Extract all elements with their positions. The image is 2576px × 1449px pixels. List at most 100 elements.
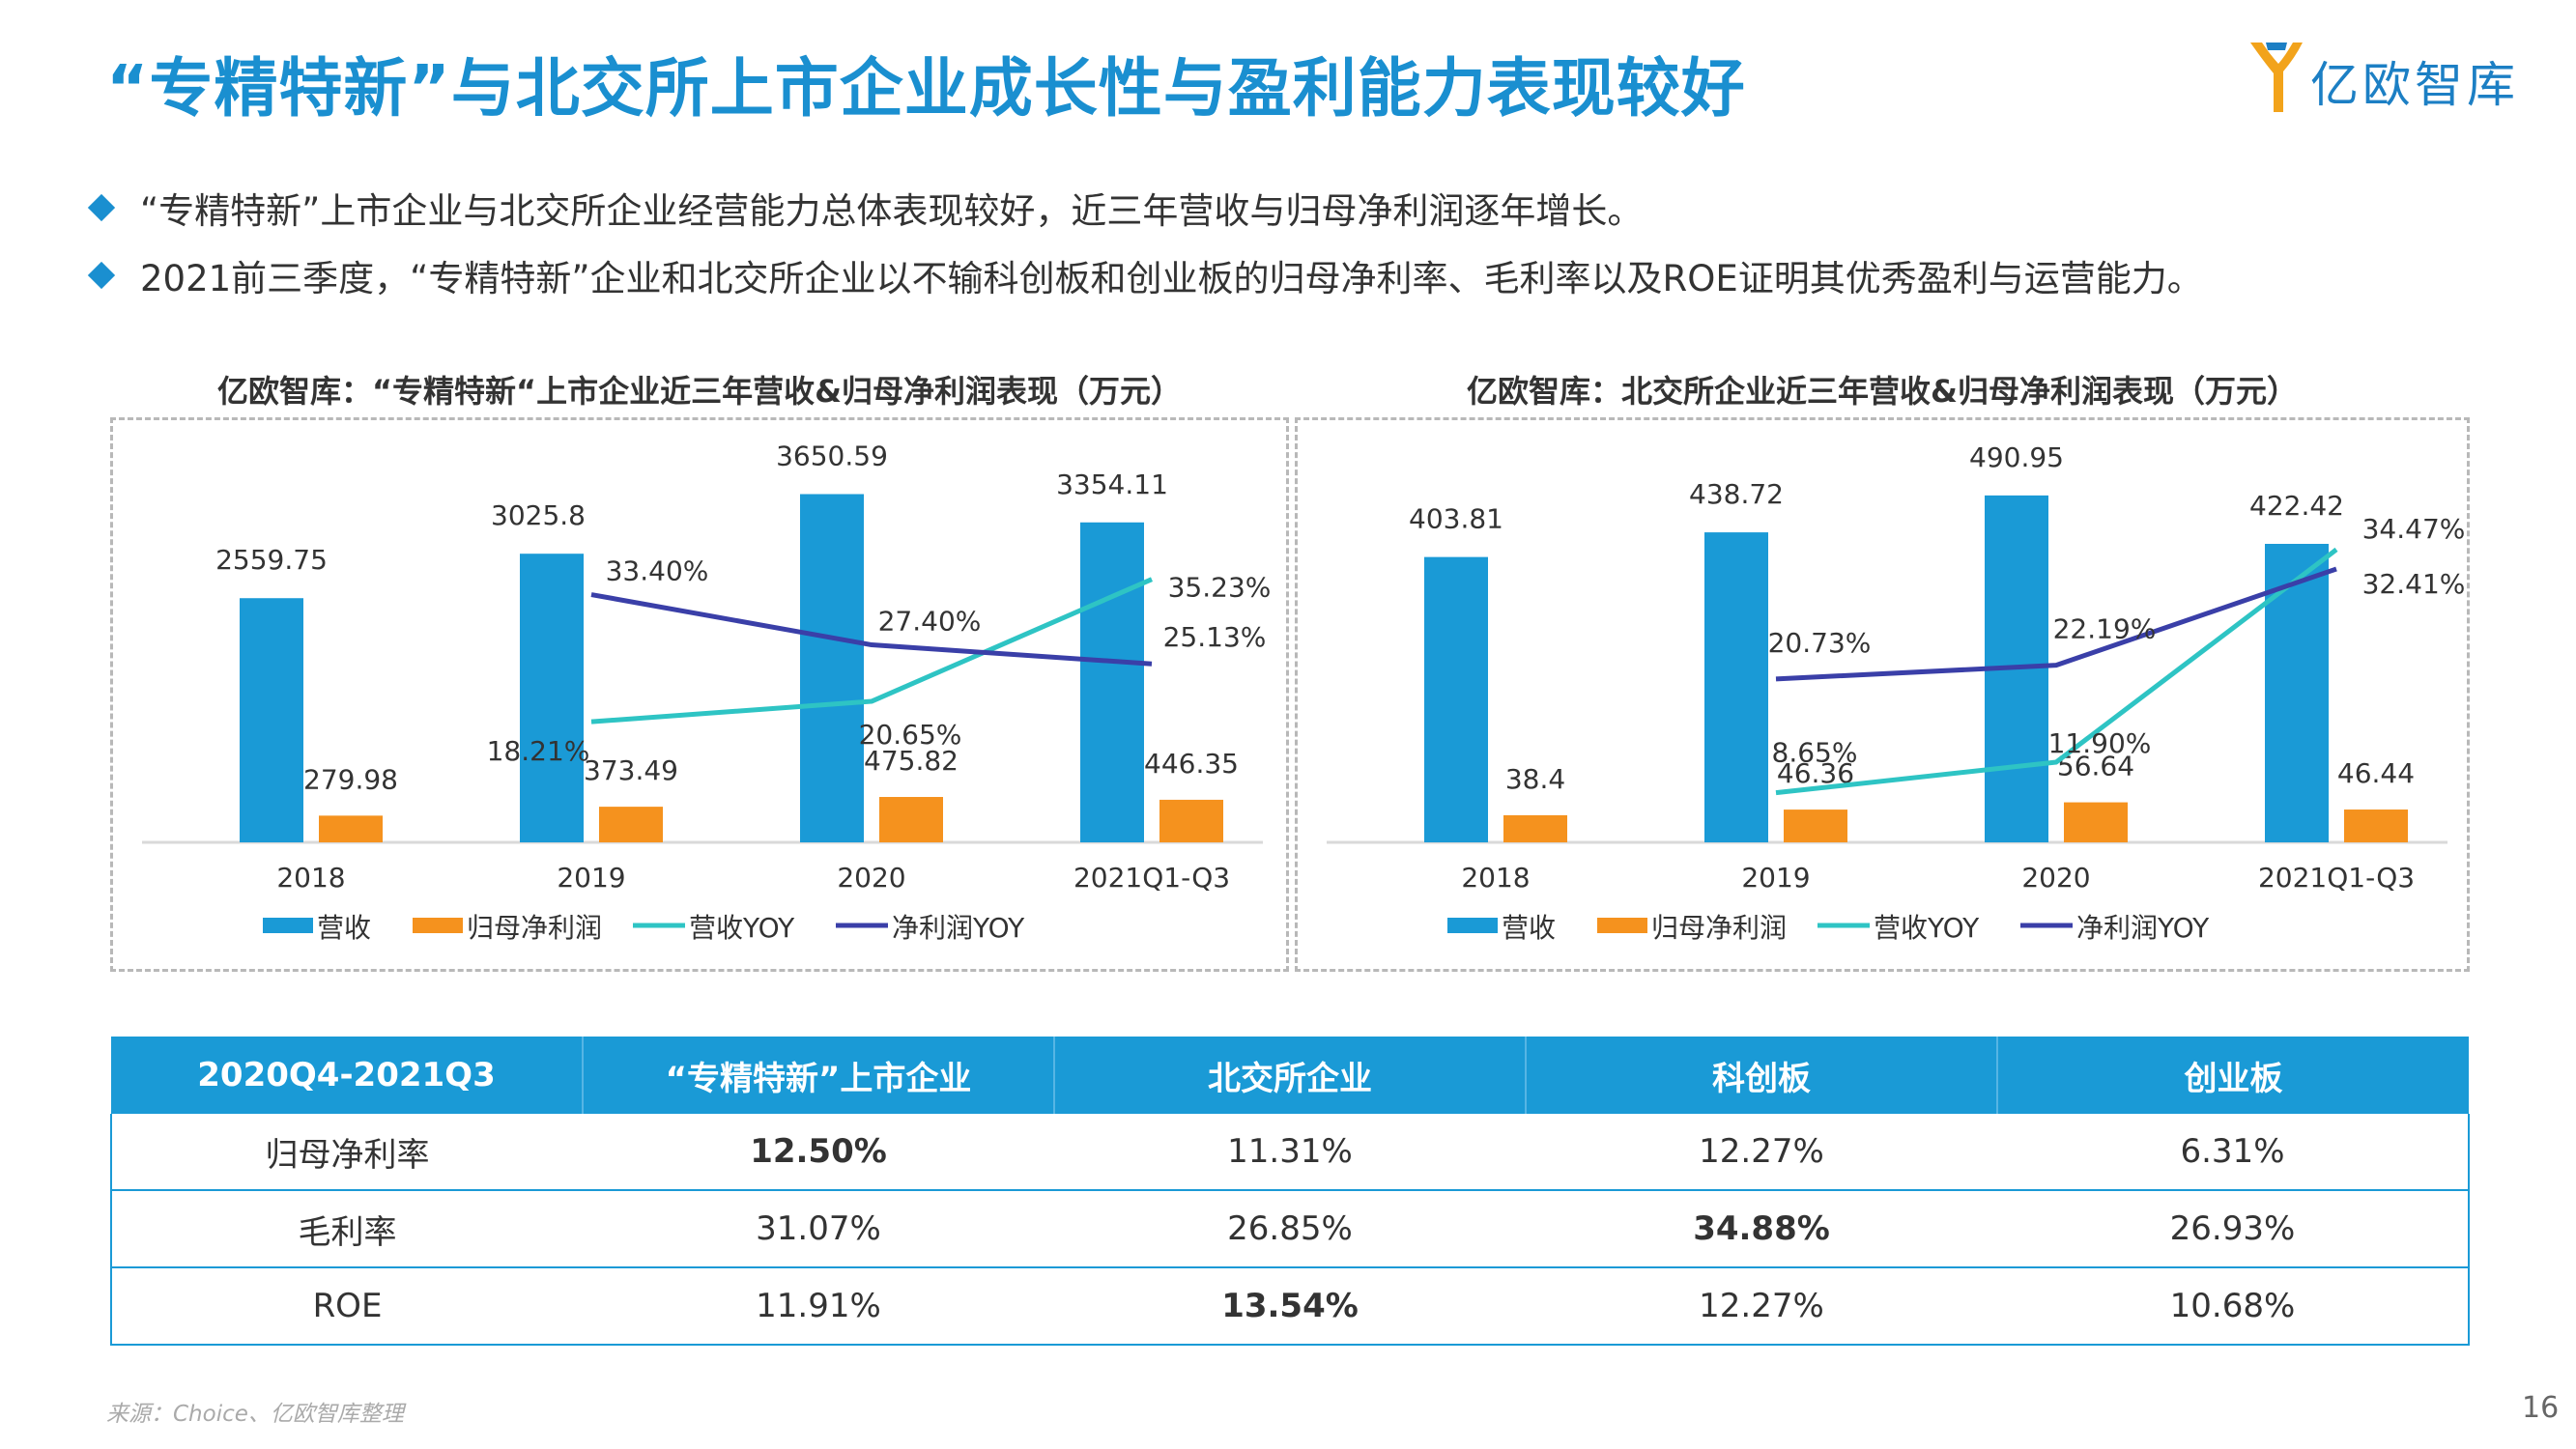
legend-revenue-yoy-label: 营收YOY: [689, 912, 795, 944]
table-header-bse: 北交所企业: [1054, 1037, 1527, 1114]
table-row: ROE 11.91% 13.54% 12.27% 10.68%: [110, 1267, 2470, 1346]
revenue-bar: [1704, 532, 1768, 842]
table-cell: 34.88%: [1526, 1190, 1997, 1268]
revenue-data-label: 2559.75: [215, 544, 328, 576]
legend-profit-label: 归母净利润: [467, 912, 602, 944]
legend-profit-yoy-label: 净利润YOY: [892, 912, 1025, 944]
table-cell: 11.91%: [583, 1267, 1054, 1346]
profit-yoy-line-data-label: 22.19%: [2053, 613, 2157, 645]
legend-revenue-yoy-label: 营收YOY: [1874, 912, 1980, 944]
table-cell: ROE: [110, 1267, 583, 1346]
revenue-bar: [520, 554, 584, 842]
profit-yoy-line-data-label: 25.13%: [1163, 621, 1267, 653]
bullet-text: “专精特新”上市企业与北交所企业经营能力总体表现较好，近三年营收与归母净利润逐年…: [140, 190, 1644, 232]
chart-left: 2559.75 279.98 2018 3025.8 373.49 2019 3650.59…: [110, 417, 1289, 972]
page-title: “专精特新”与北交所上市企业成长性与盈利能力表现较好: [106, 51, 1746, 126]
revenue-bar: [800, 494, 864, 842]
table-row: 毛利率 31.07% 26.85% 34.88% 26.93%: [110, 1190, 2470, 1268]
bullet-item: “专精特新”上市企业与北交所企业经营能力总体表现较好，近三年营收与归母净利润逐年…: [82, 174, 2203, 242]
revenue-data-label: 422.42: [2249, 490, 2344, 522]
x-tick-label: 2018: [276, 862, 345, 894]
page-number: 16: [2522, 1391, 2560, 1425]
revenue-yoy-line-data-label: 8.65%: [1772, 737, 1858, 769]
table-cell: 31.07%: [583, 1190, 1054, 1268]
table-header-period: 2020Q4-2021Q3: [111, 1037, 584, 1114]
legend-revenue-swatch: [1447, 918, 1498, 933]
legend-revenue-label: 营收: [317, 912, 371, 944]
revenue-yoy-line-data-label: 20.65%: [859, 719, 962, 751]
revenue-yoy-line-data-label: 11.90%: [2048, 727, 2152, 759]
revenue-data-label: 3650.59: [776, 440, 888, 472]
comparison-table: 2020Q4-2021Q3 “专精特新”上市企业 北交所企业 科创板 创业板 归…: [110, 1037, 2470, 1346]
profit-yoy-line: [590, 592, 1153, 667]
table-cell: 26.93%: [1997, 1190, 2470, 1268]
table-cell: 6.31%: [1997, 1114, 2470, 1191]
profit-bar: [1159, 799, 1223, 842]
profit-data-label: 38.4: [1505, 763, 1565, 795]
x-tick-label: 2020: [2021, 862, 2090, 894]
chart-right-svg: 403.8138.42018438.7246.362019490.9556.64…: [1327, 441, 2466, 944]
table-header-chinext: 创业板: [1997, 1037, 2469, 1114]
profit-data-label: 446.35: [1144, 748, 1239, 780]
revenue-yoy-line: [1775, 547, 2338, 796]
revenue-data-label: 490.95: [1969, 441, 2064, 473]
profit-bar: [879, 797, 943, 842]
revenue-data-label: 403.81: [1409, 503, 1503, 535]
profit-bar: [2344, 810, 2408, 842]
legend-profit-swatch: [1597, 918, 1647, 933]
profit-yoy-line-data-label: 20.73%: [1768, 627, 1872, 659]
profit-yoy-line-data-label: 32.41%: [2362, 568, 2466, 600]
chart-title-right: 亿欧智库：北交所企业近三年营收&归母净利润表现（万元）: [1467, 373, 2298, 410]
table-header-specialized: “专精特新”上市企业: [583, 1037, 1055, 1114]
table-cell: 13.54%: [1054, 1267, 1526, 1346]
x-tick-label: 2019: [557, 862, 625, 894]
table-cell: 12.50%: [583, 1114, 1054, 1191]
profit-bar: [2064, 802, 2128, 842]
diamond-bullet-icon: [87, 261, 116, 290]
revenue-data-label: 438.72: [1689, 478, 1784, 510]
table-cell: 12.27%: [1526, 1267, 1997, 1346]
logo-text: 亿欧智库: [2310, 57, 2519, 113]
revenue-data-label: 3025.8: [491, 499, 586, 531]
bullet-list: “专精特新”上市企业与北交所企业经营能力总体表现较好，近三年营收与归母净利润逐年…: [82, 174, 2203, 309]
source-note: 来源：Choice、亿欧智库整理: [106, 1402, 404, 1427]
chart-title-left: 亿欧智库：“专精特新“上市企业近三年营收&归母净利润表现（万元）: [217, 373, 1182, 410]
legend-profit-swatch: [413, 918, 463, 933]
revenue-yoy-line-data-label: 35.23%: [1168, 572, 1272, 604]
table-header-star: 科创板: [1526, 1037, 1998, 1114]
table-cell: 10.68%: [1997, 1267, 2470, 1346]
profit-data-label: 56.64: [2057, 751, 2134, 782]
revenue-yoy-line-data-label: 18.21%: [487, 735, 590, 767]
revenue-yoy-line: [590, 577, 1153, 724]
profit-bar: [1784, 810, 1847, 842]
x-tick-label: 2020: [837, 862, 905, 894]
table-row: 归母净利率 12.50% 11.31% 12.27% 6.31%: [110, 1114, 2470, 1191]
profit-bar: [1503, 814, 1567, 842]
revenue-yoy-line-data-label: 34.47%: [2362, 513, 2466, 545]
logo-mark-icon: [2250, 43, 2303, 112]
profit-yoy-line-data-label: 27.40%: [878, 606, 982, 638]
bullet-text: 2021前三季度，“专精特新”企业和北交所企业以不输科创板和创业板的归母净利率、…: [140, 258, 2203, 299]
brand-logo: 亿欧智库: [2247, 37, 2527, 116]
revenue-bar: [1424, 556, 1488, 842]
legend-profit-yoy-label: 净利润YOY: [2076, 912, 2210, 944]
revenue-bar: [240, 598, 303, 842]
x-tick-label: 2021Q1-Q3: [1073, 862, 1230, 894]
chart-right: 403.81 38.4 2018 438.72 46.36 2019 490.95 56.64…: [1295, 417, 2470, 972]
revenue-data-label: 3354.11: [1056, 469, 1168, 500]
table-cell: 12.27%: [1526, 1114, 1997, 1191]
x-tick-label: 2021Q1-Q3: [2258, 862, 2415, 894]
chart-left-svg: 2559.75 279.98 2018 3025.8 373.49 2019 3650.59…: [142, 440, 1272, 944]
profit-yoy-line-data-label: 33.40%: [606, 555, 709, 587]
diamond-bullet-icon: [87, 193, 116, 222]
table-cell: 归母净利率: [110, 1114, 583, 1191]
table-cell: 26.85%: [1054, 1190, 1526, 1268]
profit-bar: [319, 815, 383, 842]
profit-bar: [599, 807, 663, 842]
profit-data-label: 475.82: [864, 745, 959, 777]
x-tick-label: 2019: [1741, 862, 1810, 894]
legend-revenue-label: 营收: [1502, 912, 1556, 944]
x-tick-label: 2018: [1461, 862, 1530, 894]
profit-data-label: 46.44: [2337, 757, 2415, 789]
bullet-item: 2021前三季度，“专精特新”企业和北交所企业以不输科创板和创业板的归母净利率、…: [82, 242, 2203, 309]
